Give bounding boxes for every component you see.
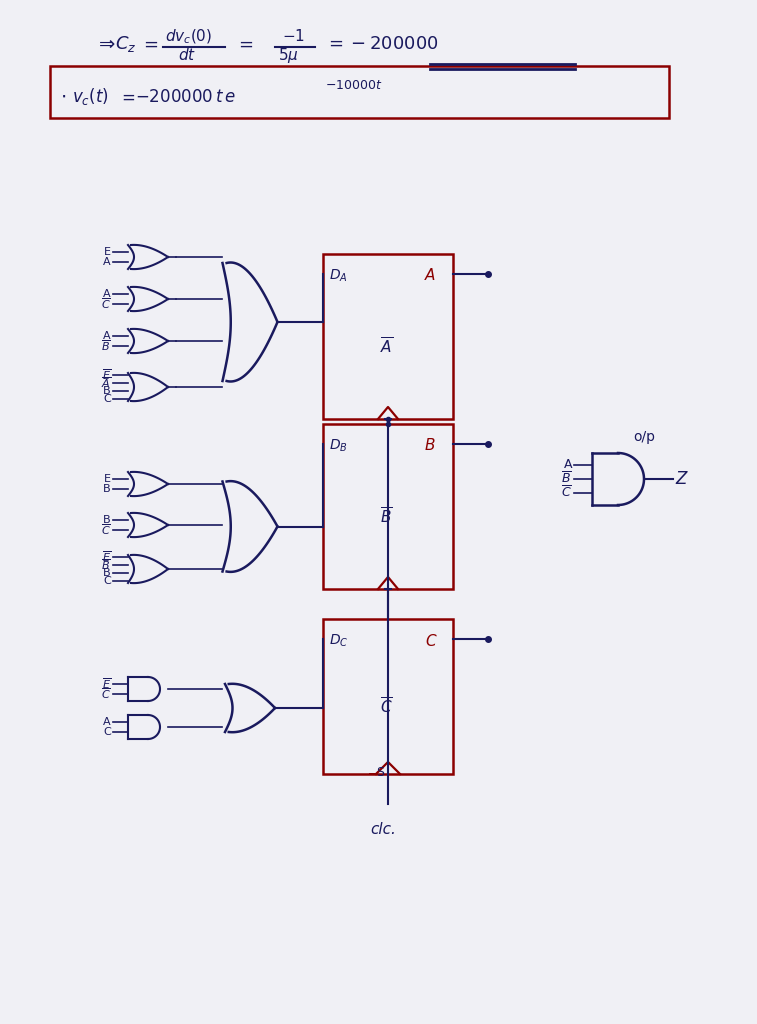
Text: $D_C$: $D_C$ <box>329 633 348 649</box>
Text: $\overline{B}$: $\overline{B}$ <box>562 471 572 486</box>
Text: $\overline{C}$: $\overline{C}$ <box>561 485 572 501</box>
Text: $\cdot$: $\cdot$ <box>60 87 66 106</box>
Text: C: C <box>425 634 435 648</box>
Text: S: S <box>376 766 384 779</box>
Text: $\overline{C}$: $\overline{C}$ <box>101 297 111 311</box>
Bar <box>323 254 453 419</box>
Text: B: B <box>104 515 111 525</box>
Text: $\overline{E}$: $\overline{E}$ <box>102 368 111 382</box>
Text: C: C <box>103 394 111 404</box>
Text: $\overline{C}$: $\overline{C}$ <box>101 687 111 701</box>
Bar <box>323 424 453 589</box>
Text: $\overline{C}$: $\overline{C}$ <box>101 522 111 538</box>
Text: $dt$: $dt$ <box>178 47 196 63</box>
Text: C: C <box>103 575 111 586</box>
Text: $=$: $=$ <box>118 88 136 106</box>
Text: $=$: $=$ <box>235 35 254 53</box>
Text: A: A <box>104 331 111 341</box>
Bar <box>323 618 453 774</box>
Text: $\overline{E}$: $\overline{E}$ <box>102 550 111 564</box>
Text: Z: Z <box>675 470 687 488</box>
Text: $-200000\,t\,e$: $-200000\,t\,e$ <box>135 88 235 106</box>
Text: $D_B$: $D_B$ <box>329 438 347 455</box>
Text: B: B <box>425 438 435 454</box>
Text: $-1$: $-1$ <box>282 28 305 44</box>
Text: o/p: o/p <box>633 430 655 444</box>
Text: $D_A$: $D_A$ <box>329 268 347 285</box>
Text: A: A <box>104 257 111 267</box>
Text: $\overline{A}$: $\overline{A}$ <box>101 376 111 390</box>
Text: A: A <box>425 268 435 284</box>
Text: $C_z$: $C_z$ <box>115 34 136 54</box>
Text: $\Rightarrow$: $\Rightarrow$ <box>95 34 116 53</box>
Text: E: E <box>104 474 111 484</box>
Text: $v_c(t)$: $v_c(t)$ <box>72 86 109 106</box>
Text: A: A <box>104 717 111 727</box>
Text: clc.: clc. <box>370 822 396 837</box>
Text: $\overline{C}$: $\overline{C}$ <box>380 697 393 717</box>
Text: B: B <box>104 568 111 578</box>
Text: $\overline{B}$: $\overline{B}$ <box>101 339 111 353</box>
Text: $-10000t$: $-10000t$ <box>325 79 382 92</box>
Text: $\overline{B}$: $\overline{B}$ <box>101 558 111 572</box>
Text: $dv_c(0)$: $dv_c(0)$ <box>165 28 212 46</box>
Text: $= -200000$: $= -200000$ <box>325 35 438 53</box>
Text: $5\mu$: $5\mu$ <box>278 46 299 65</box>
Text: $\overline{B}$: $\overline{B}$ <box>380 507 392 527</box>
Text: C: C <box>103 727 111 737</box>
Text: B: B <box>104 386 111 396</box>
Text: $=$: $=$ <box>140 35 159 53</box>
Text: E: E <box>104 247 111 257</box>
Text: $\overline{A}$: $\overline{A}$ <box>380 337 393 357</box>
Text: A: A <box>563 459 572 471</box>
Text: B: B <box>104 484 111 494</box>
Text: A: A <box>104 289 111 299</box>
Text: $\overline{E}$: $\overline{E}$ <box>102 677 111 691</box>
